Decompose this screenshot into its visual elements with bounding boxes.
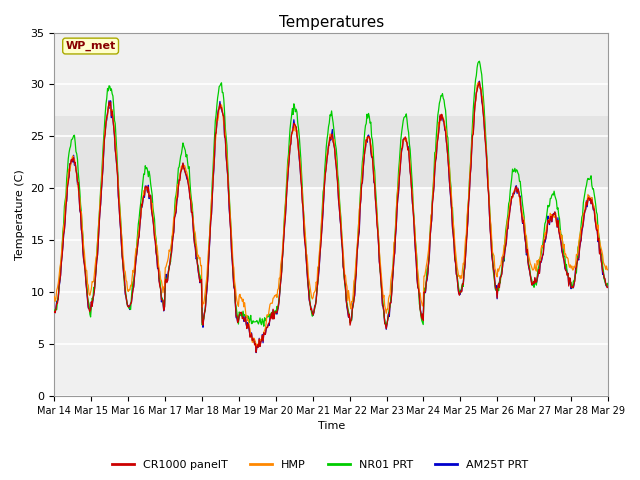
Y-axis label: Temperature (C): Temperature (C) [15,169,25,260]
Bar [54,116,608,188]
X-axis label: Time: Time [317,421,345,432]
Legend: CR1000 panelT, HMP, NR01 PRT, AM25T PRT: CR1000 panelT, HMP, NR01 PRT, AM25T PRT [107,456,533,474]
Text: WP_met: WP_met [65,41,116,51]
Title: Temperatures: Temperatures [278,15,384,30]
